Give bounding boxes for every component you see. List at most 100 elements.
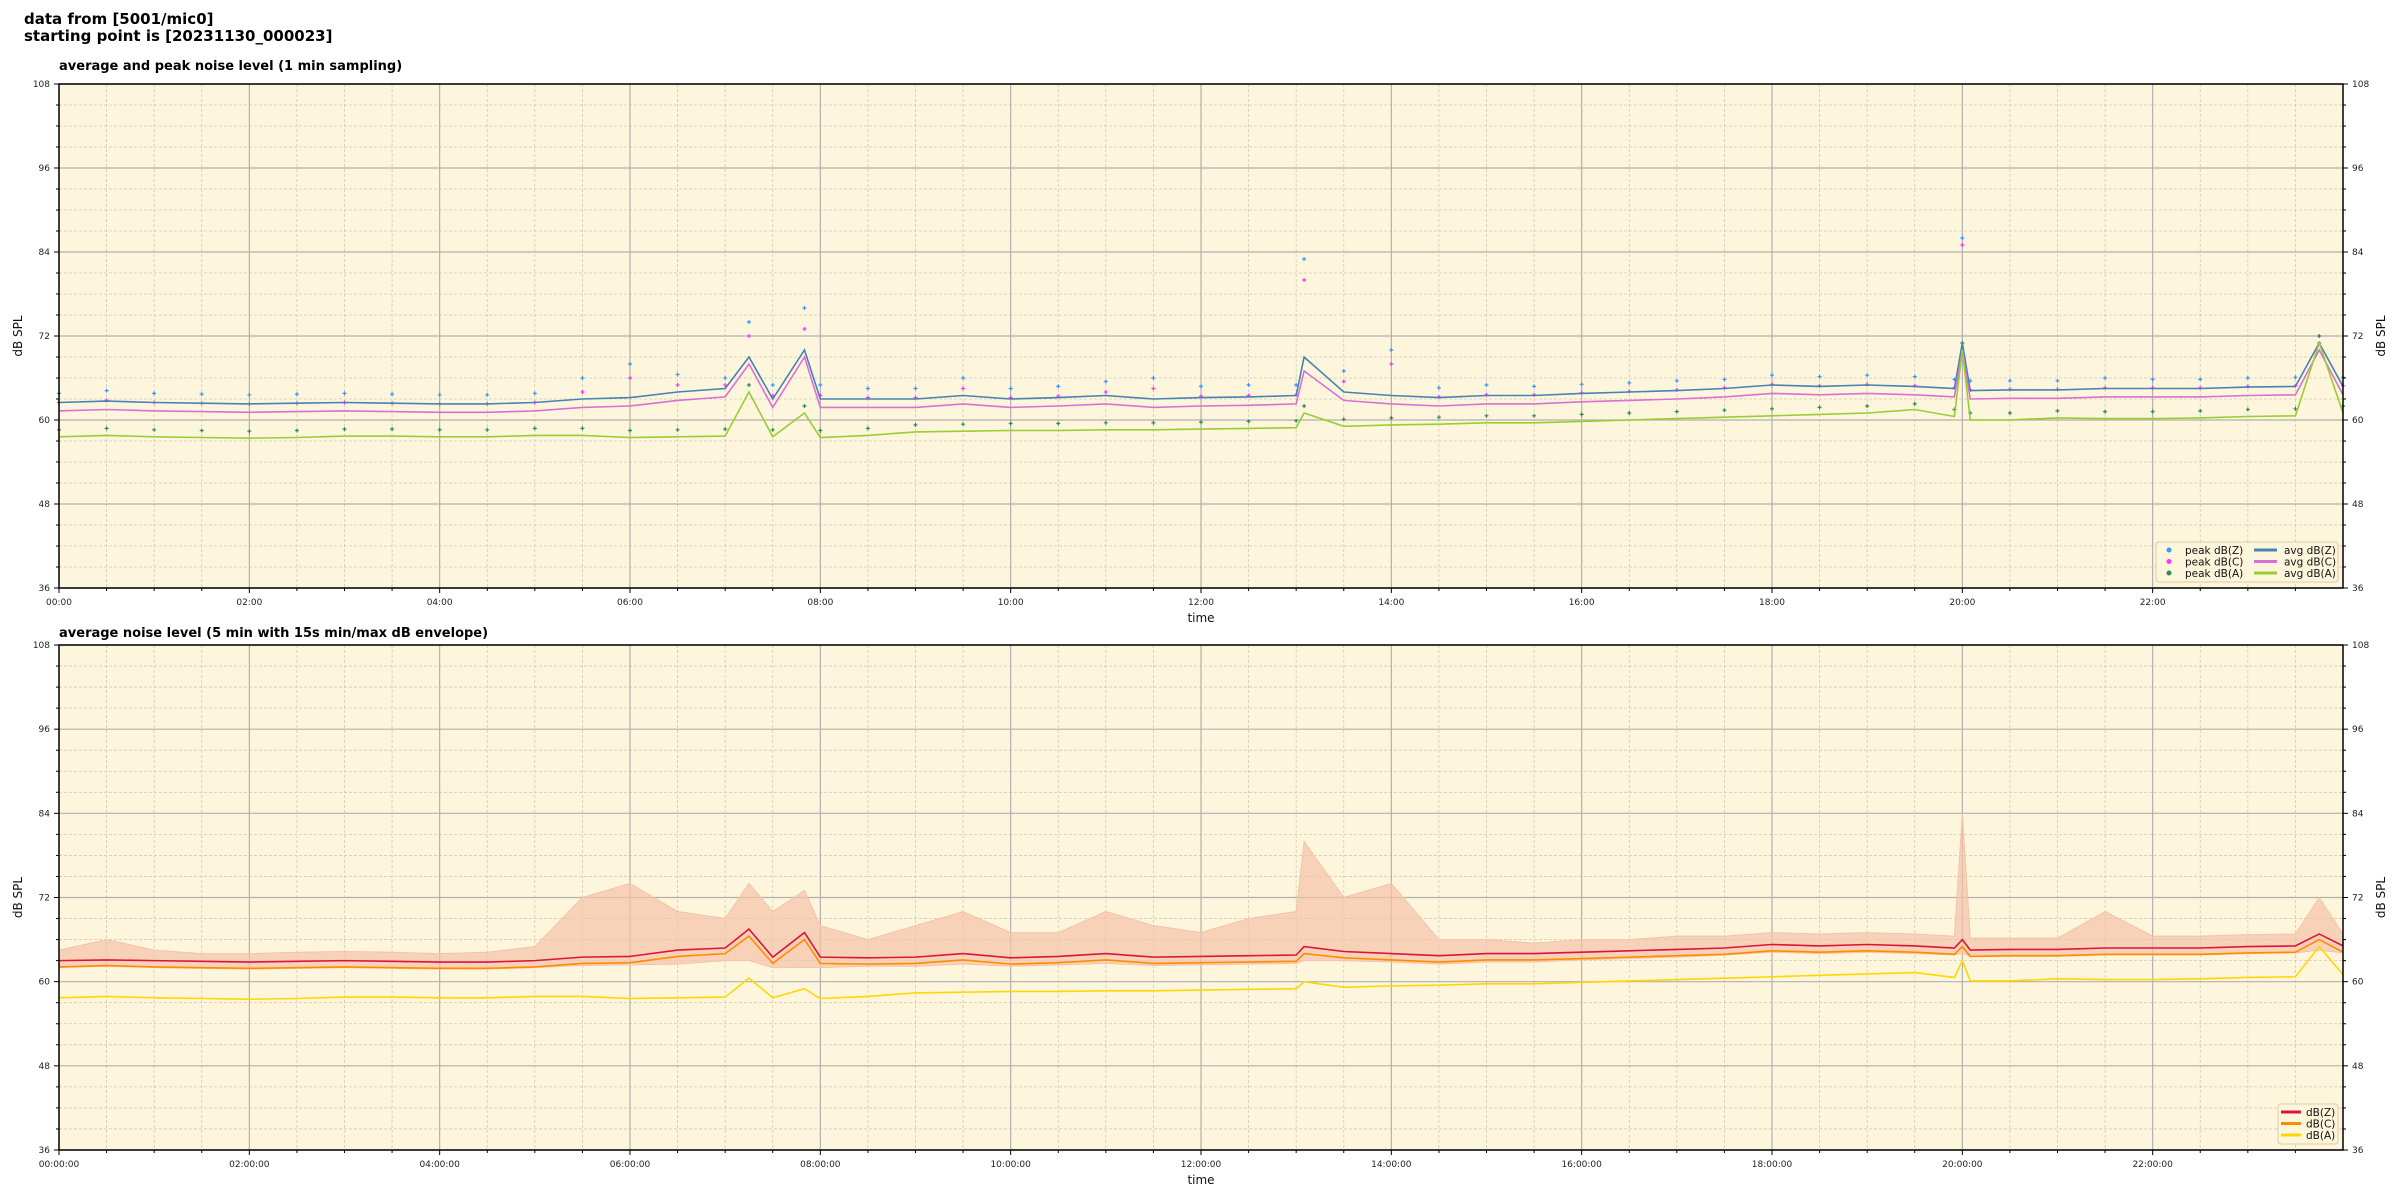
report-header: data from [5001/mic0] starting point is … [24,11,332,45]
y-tick-label-right: 60 [2352,978,2364,988]
data-point [294,428,299,433]
x-tick-label: 10:00 [998,598,1024,608]
y-tick-label: 60 [39,978,51,988]
data-point [2150,377,2155,382]
legend-box [2155,541,2339,583]
data-point [485,392,490,397]
y-tick-label-right: 108 [2352,641,2369,651]
data-point [2198,408,2203,413]
chart-panel-2: 108 108 96 96 84 84 72 72 60 60 48 48 36 36 00:00:00 02… [11,626,2388,1187]
data-point [1103,390,1108,394]
data-point [1579,412,1584,417]
series-line [58,340,2344,440]
x-tick-label: 06:00 [617,598,643,608]
data-point [1056,384,1061,389]
y-tick-label: 48 [39,1062,51,1072]
x-tick-label: 08:00:00 [800,1160,841,1170]
data-point [390,392,395,397]
y-tick-label-right: 72 [2352,332,2363,342]
series-line [58,945,2344,1001]
data-point [1912,374,1917,379]
data-point [2245,376,2250,380]
y-tick-label: 60 [39,416,51,426]
data-point [199,392,204,397]
data-point [152,391,157,396]
data-point [1960,243,1965,247]
legend: peak dB(Z)peak dB(C)peak dB(A)avg dB(Z)a… [2155,541,2339,583]
data-point [1865,373,1870,378]
data-point [342,427,347,432]
y-tick-label-right: 84 [2352,248,2364,258]
y-tick-label: 72 [39,894,50,904]
legend-label: dB(A) [2306,1130,2335,1142]
legend-marker [2166,547,2172,553]
data-point [1722,377,1727,382]
data-point [746,334,751,338]
data-point [2055,378,2060,383]
data-point [1532,384,1537,389]
data-point [1436,415,1441,420]
x-tick-label: 08:00 [807,598,833,608]
y-axis-label: dB SPL [11,877,25,919]
data-point [770,427,775,432]
source-label: data from [5001/mic0] [24,10,214,28]
x-tick-label: 02:00:00 [229,1160,270,1170]
data-point [675,427,680,432]
data-point [2245,407,2250,412]
y-axis-label-right: dB SPL [2374,315,2388,357]
series-line [58,934,2344,970]
data-point [1199,384,1203,389]
data-point [1484,383,1489,387]
y-tick-label-right: 48 [2352,500,2364,510]
y-tick-label: 108 [33,641,50,651]
x-tick-label: 00:00:00 [39,1160,80,1170]
data-point [1770,373,1774,378]
data-point [1341,369,1346,373]
legend: dB(Z)dB(C)dB(A) [2277,1103,2339,1145]
x-tick-label: 12:00:00 [1181,1160,1222,1170]
data-point [1246,419,1251,424]
legend-label: peak dB(C) [2185,557,2243,569]
data-point [1056,421,1061,426]
data-point [1674,409,1679,414]
data-point [818,383,823,387]
chart-panel-1: 108 108 96 96 84 84 72 72 60 60 48 48 36 36 00:00 02:00… [11,59,2388,625]
data-point [390,427,395,432]
x-tick-label: 14:00:00 [1371,1160,1412,1170]
data-point [1674,378,1679,383]
data-point [723,383,728,387]
data-point [2055,408,2060,413]
y-axis-label-right: dB SPL [2374,877,2388,919]
data-point [1627,380,1632,385]
data-point [723,427,728,432]
data-point [2103,376,2108,380]
legend-marker [2166,559,2172,564]
y-tick-label: 96 [39,164,51,174]
data-point [1389,348,1394,352]
x-tick-label: 02:00 [236,598,262,608]
data-point [1294,383,1299,387]
data-point [1151,420,1156,425]
data-point [1627,411,1632,415]
data-point [1817,374,1822,379]
data-point [1008,386,1013,391]
data-point [1294,418,1299,423]
data-point [104,426,109,431]
data-point [675,372,680,377]
data-point [532,426,537,431]
x-tick-label: 20:00:00 [1942,1160,1983,1170]
data-point [580,390,585,394]
data-point [1865,404,1870,408]
data-point [802,327,807,331]
data-point [485,427,490,432]
data-point [2103,409,2108,414]
x-tick-label: 16:00:00 [1561,1160,1602,1170]
x-tick-label: 22:00 [2140,598,2166,608]
data-point [342,391,347,396]
chart-title: average and peak noise level (1 min samp… [59,59,402,74]
x-tick-label: 00:00 [46,598,72,608]
x-tick-label: 16:00 [1569,598,1595,608]
data-point [2007,411,2012,415]
x-tick-label: 18:00:00 [1752,1160,1793,1170]
